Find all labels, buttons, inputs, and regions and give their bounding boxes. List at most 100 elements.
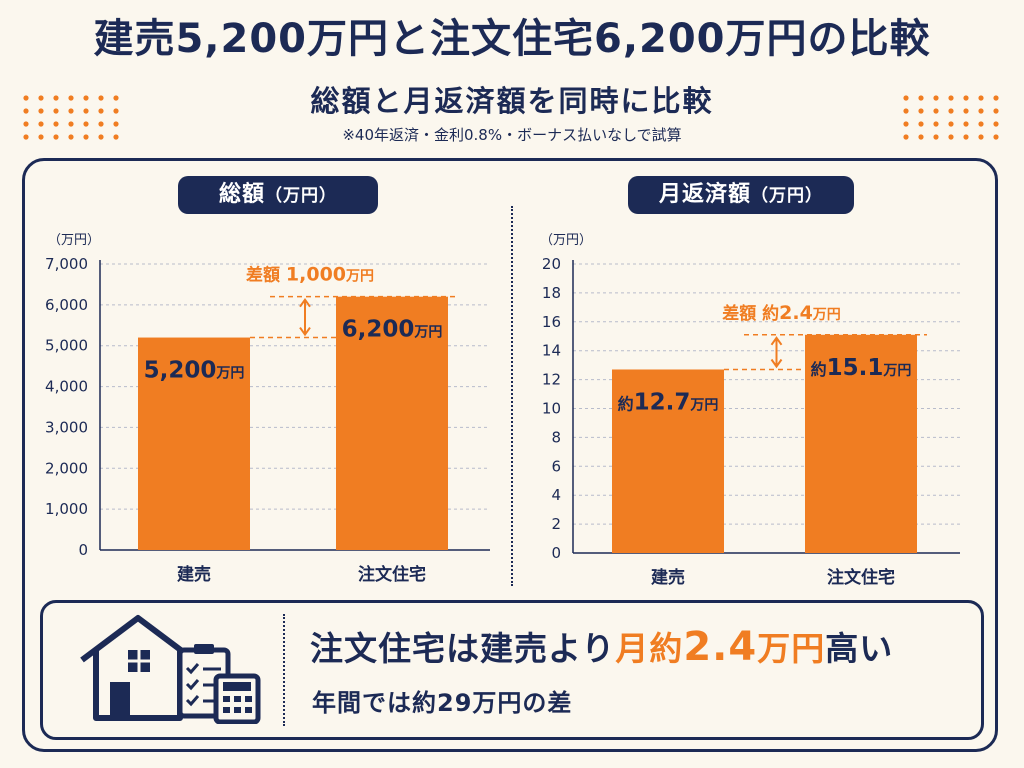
decorative-dot xyxy=(113,134,119,140)
monthly-bar xyxy=(612,369,724,553)
monthly-y-tick-label: 18 xyxy=(542,284,561,302)
decorative-dot xyxy=(98,121,104,127)
total-y-tick-label: 3,000 xyxy=(45,418,88,436)
decorative-dot xyxy=(918,95,924,101)
summary-divider xyxy=(283,614,285,726)
decorative-dot xyxy=(68,108,74,114)
decorative-dot xyxy=(978,95,984,101)
decorative-dot xyxy=(948,121,954,127)
monthly-y-tick-label: 4 xyxy=(551,486,561,504)
decorative-dot xyxy=(38,134,44,140)
total-value-label: 5,200万円 xyxy=(144,358,245,384)
decorative-dot xyxy=(933,108,939,114)
charts-panel xyxy=(22,158,998,752)
decorative-dot xyxy=(933,134,939,140)
total-bar xyxy=(138,337,250,550)
total-y-tick-label: 0 xyxy=(78,541,88,559)
decorative-dot xyxy=(53,134,59,140)
decorative-dot xyxy=(963,121,969,127)
decorative-dot xyxy=(83,121,89,127)
decorative-dot xyxy=(68,134,74,140)
total-chart-title-text: 総額 xyxy=(218,182,265,207)
decorative-dot xyxy=(113,108,119,114)
total-y-tick-label: 6,000 xyxy=(45,296,88,314)
summary-headline-accent-a: 月約 xyxy=(615,629,684,668)
decorative-dot xyxy=(83,134,89,140)
decorative-dot xyxy=(23,95,29,101)
decorative-dot xyxy=(963,108,969,114)
monthly-y-tick-label: 8 xyxy=(551,428,561,446)
decorative-dot xyxy=(38,108,44,114)
monthly-unit-label: （万円） xyxy=(540,233,592,248)
decorative-dot xyxy=(978,108,984,114)
decorative-dot xyxy=(993,95,999,101)
decorative-dot xyxy=(933,95,939,101)
monthly-diff-arrowhead-down xyxy=(770,358,783,369)
total-y-tick-label: 7,000 xyxy=(45,255,88,273)
total-y-tick-label: 5,000 xyxy=(45,337,88,355)
total-bar xyxy=(336,296,448,550)
monthly-diff-arrowhead-up xyxy=(770,336,783,346)
decorative-dot xyxy=(918,121,924,127)
decorative-dot xyxy=(68,95,74,101)
decorative-dot xyxy=(53,108,59,114)
decorative-dot xyxy=(98,108,104,114)
summary-headline-prefix: 注文住宅は建売より xyxy=(310,629,616,668)
decorative-dot xyxy=(993,108,999,114)
summary-headline-suffix: 高い xyxy=(825,629,894,668)
monthly-y-tick-label: 6 xyxy=(551,457,561,475)
decorative-dot xyxy=(933,121,939,127)
total-x-tick-label: 注文住宅 xyxy=(358,564,426,585)
decorative-dot xyxy=(993,121,999,127)
monthly-chart-title-unit: （万円） xyxy=(751,186,823,206)
decorative-dot xyxy=(83,95,89,101)
monthly-y-tick-label: 10 xyxy=(542,400,561,418)
total-chart-title-unit: （万円） xyxy=(265,186,337,206)
total-x-tick-label: 建売 xyxy=(177,564,211,585)
decorative-dot xyxy=(903,121,909,127)
summary-headline-accent-c: 万円 xyxy=(757,629,826,668)
decorative-dot xyxy=(53,121,59,127)
total-value-label: 6,200万円 xyxy=(342,317,443,343)
decorative-dot xyxy=(53,95,59,101)
decorative-dot xyxy=(23,121,29,127)
summary-annual-difference: 年間では約29万円の差 xyxy=(312,689,573,717)
monthly-diff-label: 差額 約2.4万円 xyxy=(722,302,841,324)
decorative-dot xyxy=(38,95,44,101)
monthly-y-tick-label: 12 xyxy=(542,371,561,389)
monthly-chart-title-text: 月返済額 xyxy=(658,182,751,207)
total-diff-arrowhead-down xyxy=(299,326,311,337)
summary-headline-accent-b: 2.4 xyxy=(683,624,758,670)
total-diff-label: 差額 1,000万円 xyxy=(246,264,374,286)
comparison-charts: （万円） 0 1,000 2,000 3,000 4,000 5,000 6,000 7,000… xyxy=(45,233,960,588)
monthly-chart-title: 月返済額（万円） xyxy=(628,176,854,214)
decorative-dot xyxy=(23,108,29,114)
page-subtitle: 総額と月返済額を同時に比較 xyxy=(310,84,714,118)
decorative-dot xyxy=(948,108,954,114)
decorative-dot xyxy=(98,95,104,101)
summary-headline: 注文住宅は建売より月約2.4万円高い xyxy=(310,622,893,670)
total-diff-arrowhead-up xyxy=(299,297,311,308)
calculation-note: ※40年返済・金利0.8%・ボーナス払いなしで試算 xyxy=(342,126,682,144)
monthly-y-tick-label: 20 xyxy=(542,255,561,273)
page-title: 建売5,200万円と注文住宅6,200万円の比較 xyxy=(93,16,931,62)
decorative-dots-right xyxy=(903,95,999,140)
decorative-dot xyxy=(98,134,104,140)
decorative-dot xyxy=(948,95,954,101)
monthly-y-tick-label: 0 xyxy=(551,544,561,562)
decorative-dot xyxy=(903,108,909,114)
decorative-dot xyxy=(963,95,969,101)
total-chart-title: 総額（万円） xyxy=(178,176,378,214)
decorative-dot xyxy=(38,121,44,127)
monthly-y-tick-label: 14 xyxy=(542,342,561,360)
decorative-dot xyxy=(918,134,924,140)
decorative-dot xyxy=(948,134,954,140)
decorative-dot xyxy=(963,134,969,140)
total-y-tick-label: 2,000 xyxy=(45,459,88,477)
monthly-bar xyxy=(805,334,917,553)
monthly-y-tick-label: 2 xyxy=(551,515,561,533)
decorative-dot xyxy=(918,108,924,114)
decorative-dot xyxy=(903,134,909,140)
monthly-value-label: 約15.1万円 xyxy=(811,355,912,381)
decorative-dot xyxy=(83,108,89,114)
